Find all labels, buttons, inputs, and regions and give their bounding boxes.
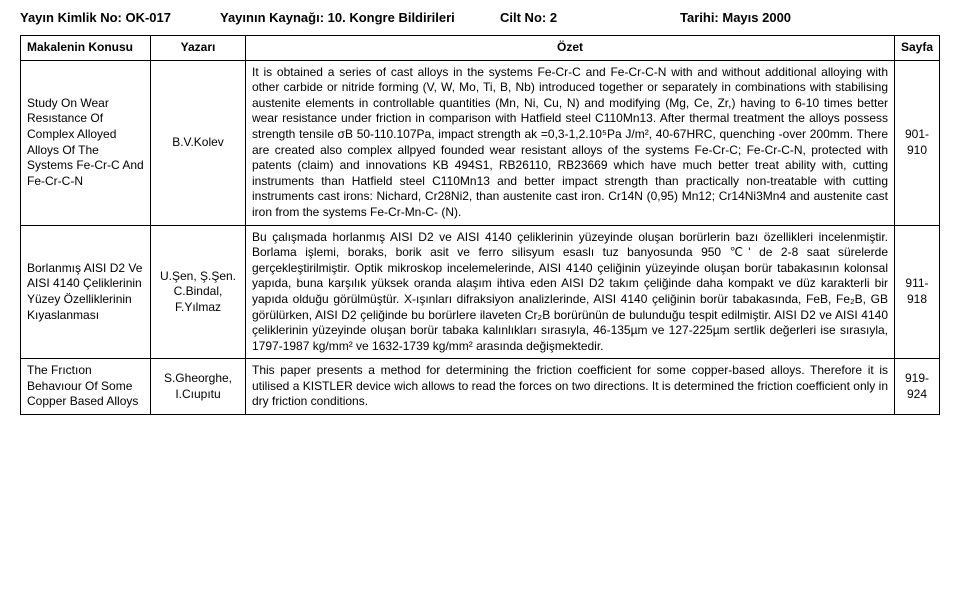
col-author: Yazarı [151, 36, 246, 61]
col-page: Sayfa [895, 36, 940, 61]
document-header: Yayın Kimlik No: OK-017 Yayının Kaynağı:… [20, 10, 940, 25]
cell-summary: It is obtained a series of cast alloys i… [246, 60, 895, 225]
table-row: Study On Wear Resıstance Of Complex Allo… [21, 60, 940, 225]
cell-summary: Bu çalışmada horlanmış AISI D2 ve AISI 4… [246, 225, 895, 359]
cell-topic: Study On Wear Resıstance Of Complex Allo… [21, 60, 151, 225]
cell-author: S.Gheorghe, I.Cıupıtu [151, 359, 246, 415]
cell-page: 919-924 [895, 359, 940, 415]
cell-topic: Borlanmış AISI D2 Ve AISI 4140 Çelikleri… [21, 225, 151, 359]
col-summary: Özet [246, 36, 895, 61]
pub-source: Yayının Kaynağı: 10. Kongre Bildirileri [220, 10, 500, 25]
cell-summary: This paper presents a method for determi… [246, 359, 895, 415]
cell-topic: The Frıctıon Behavıour Of Some Copper Ba… [21, 359, 151, 415]
cell-author: B.V.Kolev [151, 60, 246, 225]
cell-page: 911-918 [895, 225, 940, 359]
cell-author: U.Şen, Ş.Şen. C.Bindal, F.Yılmaz [151, 225, 246, 359]
col-topic: Makalenin Konusu [21, 36, 151, 61]
pub-date: Tarihi: Mayıs 2000 [680, 10, 940, 25]
table-row: Borlanmış AISI D2 Ve AISI 4140 Çelikleri… [21, 225, 940, 359]
pub-id: Yayın Kimlik No: OK-017 [20, 10, 220, 25]
pub-volume: Cilt No: 2 [500, 10, 680, 25]
articles-table: Makalenin Konusu Yazarı Özet Sayfa Study… [20, 35, 940, 415]
table-header-row: Makalenin Konusu Yazarı Özet Sayfa [21, 36, 940, 61]
table-row: The Frıctıon Behavıour Of Some Copper Ba… [21, 359, 940, 415]
cell-page: 901-910 [895, 60, 940, 225]
